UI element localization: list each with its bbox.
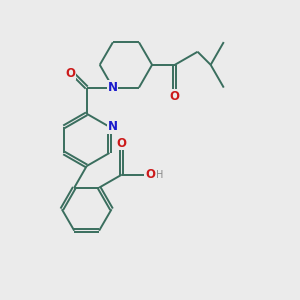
Text: O: O <box>65 67 75 80</box>
Text: H: H <box>156 169 164 180</box>
Text: O: O <box>145 168 155 181</box>
Text: O: O <box>117 136 127 150</box>
Text: N: N <box>107 120 117 133</box>
Text: O: O <box>170 90 180 103</box>
Text: N: N <box>108 81 118 94</box>
